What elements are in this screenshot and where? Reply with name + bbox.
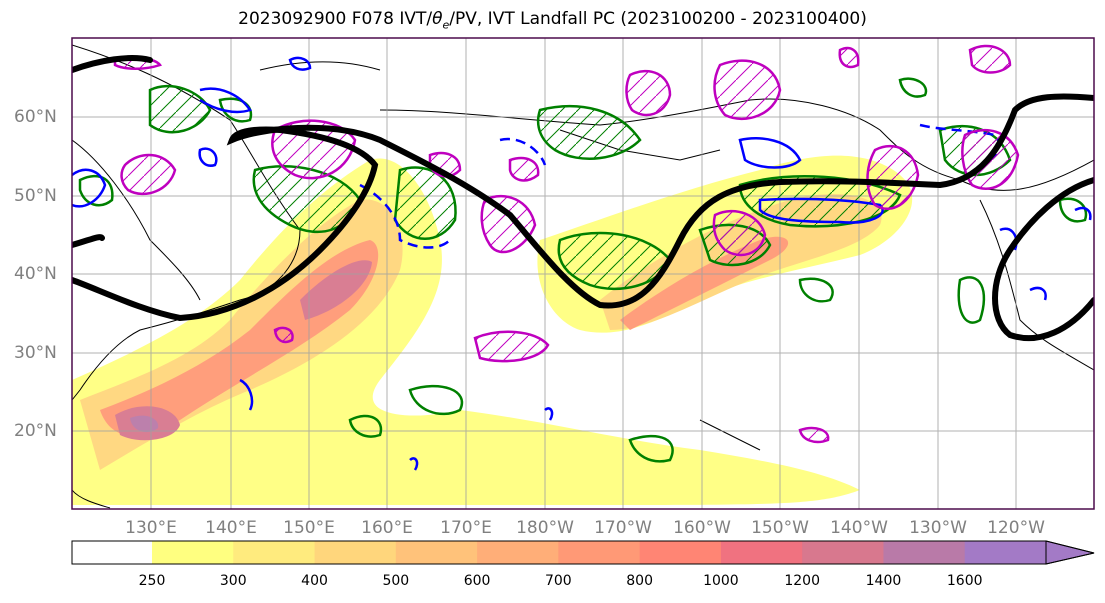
- colorbar-extend-max: [1045, 540, 1095, 565]
- lon-label: 150°E: [283, 518, 335, 538]
- colorbar-cell: [883, 541, 966, 564]
- colorbar-cell: [720, 541, 803, 564]
- colorbar-tick: 500: [382, 573, 410, 589]
- map-title: 2023092900 F078 IVT/θe/PV, IVT Landfall …: [238, 9, 867, 32]
- lat-label: 60°N: [14, 107, 57, 127]
- colorbar-tick: 1200: [784, 573, 820, 589]
- colorbar-cell: [477, 541, 559, 564]
- ivt-band-1000-b: [300, 260, 372, 320]
- lat-label: 50°N: [14, 186, 57, 206]
- lon-label: 170°W: [594, 518, 652, 538]
- colorbar-tick: 800: [626, 573, 653, 589]
- lon-label: 120°W: [987, 518, 1045, 538]
- colorbar-tick: 1600: [946, 573, 983, 589]
- lon-label: 130°W: [909, 518, 967, 538]
- colorbar-tick: 700: [544, 573, 572, 589]
- colorbar-under-cell: [72, 541, 152, 564]
- colorbar: [71, 540, 1095, 565]
- colorbar-cell: [802, 541, 884, 564]
- lon-label: 160°W: [673, 518, 731, 538]
- colorbar-tick: 600: [463, 573, 491, 589]
- colorbar-tick: 1400: [865, 573, 902, 589]
- theta-e-contours: [72, 56, 1018, 471]
- map-frame: [71, 37, 1095, 510]
- lon-label: 180°W: [516, 518, 574, 538]
- lon-label: 140°E: [205, 518, 257, 538]
- colorbar-cell: [314, 541, 397, 564]
- ivt-shading: [72, 155, 913, 505]
- graticule: [72, 38, 1094, 509]
- lon-label: 130°E: [125, 518, 177, 538]
- ivt-band-250: [72, 158, 860, 505]
- lon-label: 150°W: [751, 518, 809, 538]
- lat-label: 20°N: [14, 421, 57, 441]
- lon-label: 170°E: [440, 518, 492, 538]
- colorbar-tick: 1000: [703, 573, 739, 589]
- colorbar-cell: [639, 541, 722, 564]
- jet-contour: [72, 55, 1094, 342]
- colorbar-tick: 250: [138, 573, 166, 589]
- colorbar-cell: [233, 541, 316, 564]
- ivt-landfall-contours: [113, 44, 1020, 444]
- colorbar-cell: [395, 541, 478, 564]
- lon-label: 160°E: [361, 518, 413, 538]
- colorbar-tick: 400: [301, 573, 328, 589]
- colorbar-tick: 300: [219, 573, 247, 589]
- lat-label: 40°N: [14, 264, 57, 284]
- colorbar-cell: [152, 541, 234, 564]
- colorbar-cell: [558, 541, 641, 564]
- colorbar-cell: [964, 541, 1047, 564]
- theta-e-east: [1029, 206, 1092, 301]
- lat-label: 30°N: [14, 343, 57, 363]
- lon-label: 140°W: [830, 518, 888, 538]
